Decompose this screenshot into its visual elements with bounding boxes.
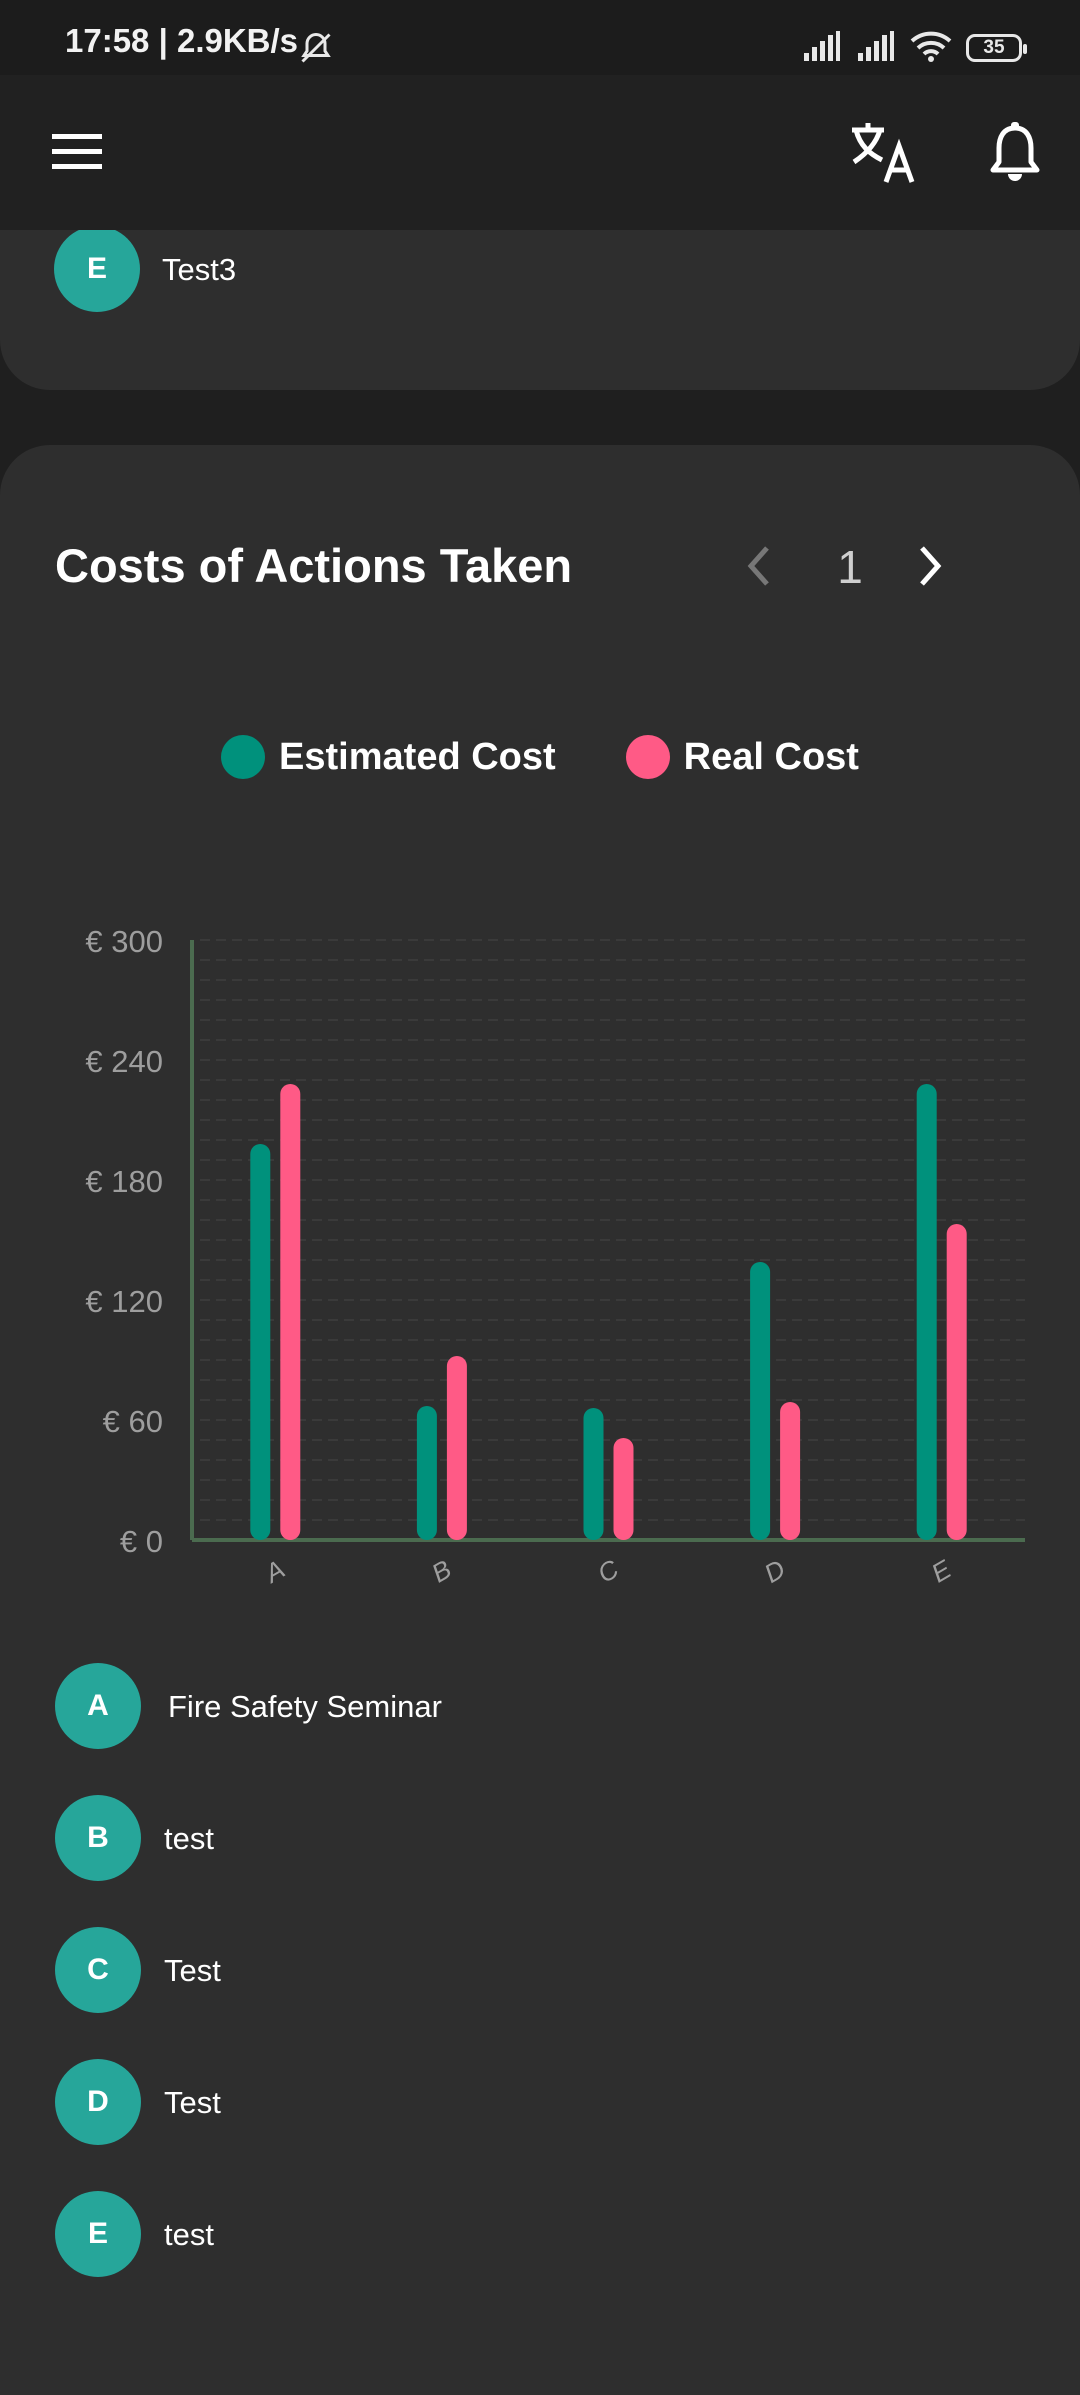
legend-label-estimated: Estimated Cost: [279, 735, 556, 778]
bar-real-cost-C: [613, 1438, 634, 1540]
chevron-left-icon: [747, 546, 769, 586]
avatar: D: [55, 2059, 141, 2145]
page-number: 1: [837, 541, 863, 593]
chart-legend: Estimated Cost Real Cost: [0, 735, 1080, 779]
signal-icon: [802, 30, 842, 66]
y-tick-label: € 300: [85, 924, 163, 959]
battery-icon: 35: [966, 34, 1027, 62]
y-tick-label: € 180: [85, 1164, 163, 1199]
bar-estimated-cost-E: [916, 1084, 937, 1540]
legend-dot-real: [625, 735, 670, 779]
y-tick-label: € 0: [120, 1524, 163, 1559]
list-item-label: test: [164, 1821, 214, 1856]
status-icons: 35: [802, 28, 1027, 68]
notifications-button[interactable]: [985, 122, 1045, 184]
bar-estimated-cost-A: [250, 1144, 271, 1540]
previous-page-button[interactable]: [733, 536, 783, 596]
avatar: E: [54, 226, 140, 312]
legend-label-real: Real Cost: [683, 735, 859, 778]
list-item-label: Test: [164, 1953, 221, 1988]
bar-real-cost-E: [946, 1224, 967, 1540]
avatar: E: [55, 2191, 141, 2277]
avatar: B: [55, 1795, 141, 1881]
list-item-label: Test: [164, 2085, 221, 2120]
bar-real-cost-D: [780, 1402, 801, 1540]
list-item-label: Test3: [162, 252, 237, 287]
bar-real-cost-A: [280, 1084, 301, 1540]
bar-real-cost-B: [446, 1356, 467, 1540]
chevron-right-icon: [920, 546, 942, 586]
x-tick-label: C: [592, 1553, 623, 1588]
wifi-icon: [910, 30, 952, 67]
y-tick-label: € 120: [85, 1284, 163, 1319]
app-bar: [0, 75, 1080, 230]
bar-estimated-cost-C: [583, 1408, 604, 1540]
signal-icon: [856, 30, 896, 66]
chart-title: Costs of Actions Taken: [55, 539, 573, 592]
x-tick-label: A: [258, 1554, 290, 1590]
list-item-label: test: [164, 2217, 214, 2252]
bar-estimated-cost-D: [750, 1262, 771, 1540]
list-item-label: Fire Safety Seminar: [168, 1689, 442, 1724]
x-tick-label: B: [426, 1554, 456, 1589]
status-bar: 17:58 | 2.9KB/s 35: [0, 0, 1080, 75]
y-tick-label: € 60: [103, 1404, 163, 1439]
mute-bell-icon: [298, 30, 334, 71]
translate-button[interactable]: [848, 120, 918, 184]
avatar: A: [55, 1663, 141, 1749]
status-time: 17:58 | 2.9KB/s: [65, 22, 299, 59]
legend-dot-estimated: [221, 735, 266, 779]
legend-item-real: Real Cost: [625, 735, 859, 779]
legend-item-estimated: Estimated Cost: [221, 735, 556, 779]
avatar: C: [55, 1927, 141, 2013]
bar-estimated-cost-B: [416, 1406, 437, 1540]
menu-icon: [52, 134, 102, 169]
next-page-button[interactable]: [906, 536, 956, 596]
x-tick-label: E: [926, 1553, 957, 1588]
y-tick-label: € 240: [85, 1044, 163, 1079]
bell-icon: [990, 122, 1040, 181]
menu-button[interactable]: [52, 134, 102, 170]
x-tick-label: D: [759, 1553, 790, 1588]
cost-bar-chart: € 0 € 60 € 120 € 180 € 240 € 300 A B C D E: [85, 924, 1025, 1590]
translate-icon: [852, 123, 915, 183]
